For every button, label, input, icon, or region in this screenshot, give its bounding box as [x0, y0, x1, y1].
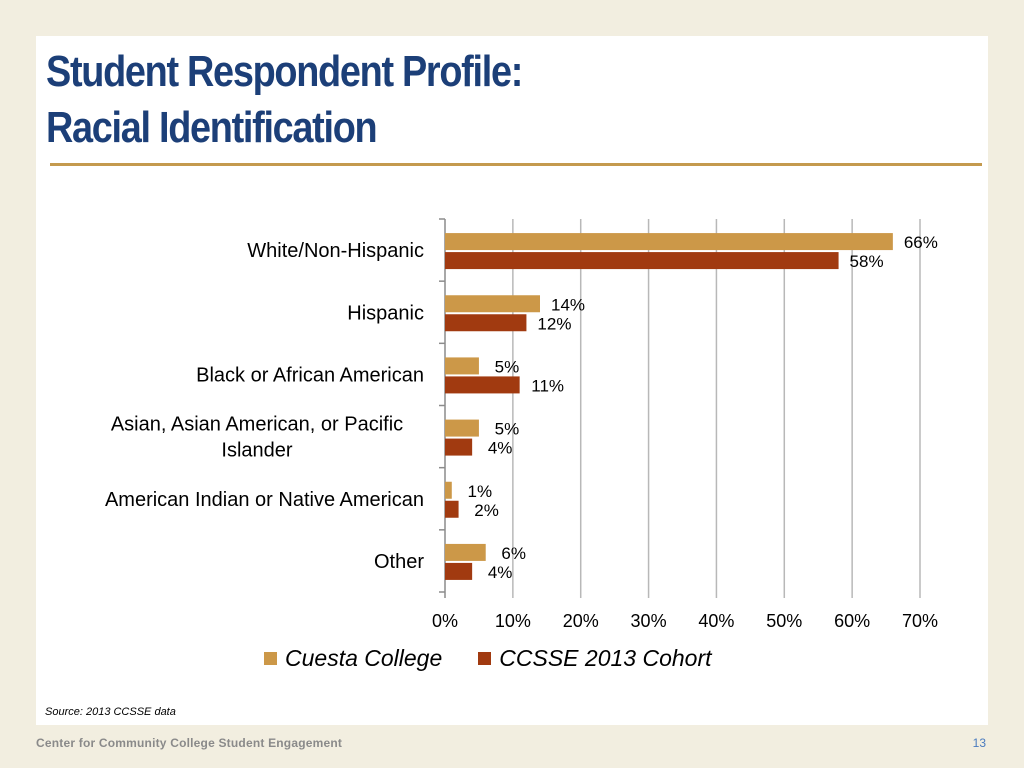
data-label: 4%: [488, 563, 513, 582]
category-label: Hispanic: [347, 302, 424, 324]
bar-ccsse: [445, 562, 473, 580]
data-label: 6%: [501, 544, 526, 563]
title-divider: [50, 163, 982, 166]
legend-swatch-cuesta: [264, 652, 277, 665]
category-label: Other: [374, 551, 424, 573]
data-label: 1%: [467, 482, 492, 501]
bar-ccsse: [445, 314, 527, 332]
legend-item-ccsse: CCSSE 2013 Cohort: [478, 645, 712, 672]
source-note: Source: 2013 CCSSE data: [45, 706, 176, 718]
data-label: 11%: [531, 376, 564, 395]
slide-title: Student Respondent Profile: Racial Ident…: [46, 44, 523, 156]
category-label-line: Islander: [221, 440, 292, 462]
bar-cuesta: [445, 295, 540, 313]
legend-label-cuesta: Cuesta College: [285, 645, 443, 671]
chart-legend: Cuesta College CCSSE 2013 Cohort: [264, 645, 712, 672]
category-label: American Indian or Native American: [105, 489, 424, 511]
x-tick-label: 30%: [631, 611, 667, 631]
data-label: 66%: [904, 233, 938, 252]
bar-ccsse: [445, 438, 473, 456]
bar-cuesta: [445, 481, 452, 499]
bar-cuesta: [445, 233, 893, 251]
x-tick-label: 40%: [698, 611, 734, 631]
slide: Student Respondent Profile: Racial Ident…: [36, 36, 988, 725]
data-label: 5%: [495, 420, 520, 439]
data-labels: 66%58%14%12%5%11%5%4%1%2%6%4%: [467, 233, 937, 582]
category-labels: White/Non-Hispanic Hispanic Black or Afric…: [105, 240, 424, 573]
data-label: 12%: [537, 314, 571, 333]
page-number: 13: [972, 736, 986, 750]
bars: [445, 233, 893, 580]
bar-ccsse: [445, 252, 839, 270]
bar-ccsse: [445, 376, 520, 394]
bar-cuesta: [445, 543, 486, 561]
x-tick-label: 20%: [563, 611, 599, 631]
category-label: Black or African American: [196, 364, 424, 386]
x-tick-label: 0%: [432, 611, 458, 631]
title-line-2: Racial Identification: [46, 103, 378, 152]
x-tick-label: 70%: [902, 611, 938, 631]
legend-item-cuesta: Cuesta College: [264, 645, 442, 672]
data-label: 5%: [495, 357, 520, 376]
data-label: 4%: [488, 439, 513, 458]
data-label: 14%: [551, 295, 585, 314]
legend-label-ccsse: CCSSE 2013 Cohort: [499, 645, 712, 671]
x-tick-label: 50%: [766, 611, 802, 631]
bar-cuesta: [445, 357, 479, 375]
data-label: 58%: [850, 252, 884, 271]
gridlines: [439, 218, 921, 598]
category-label: Asian, Asian American, or Pacific Islande…: [111, 414, 403, 462]
x-axis-ticks: 0% 10% 20% 30% 40% 50% 60% 70%: [432, 611, 938, 631]
bar-chart: 66%58%14%12%5%11%5%4%1%2%6%4% White/Non-…: [105, 218, 938, 631]
legend-swatch-ccsse: [478, 652, 492, 665]
title-line-1: Student Respondent Profile:: [46, 47, 523, 96]
x-tick-label: 10%: [495, 611, 531, 631]
footer-organization: Center for Community College Student Eng…: [36, 736, 343, 750]
category-label: White/Non-Hispanic: [247, 240, 424, 262]
category-label-line: Asian, Asian American, or Pacific: [111, 414, 403, 436]
data-label: 2%: [474, 501, 499, 520]
bar-ccsse: [445, 500, 459, 518]
x-tick-label: 60%: [834, 611, 870, 631]
bar-cuesta: [445, 419, 479, 437]
